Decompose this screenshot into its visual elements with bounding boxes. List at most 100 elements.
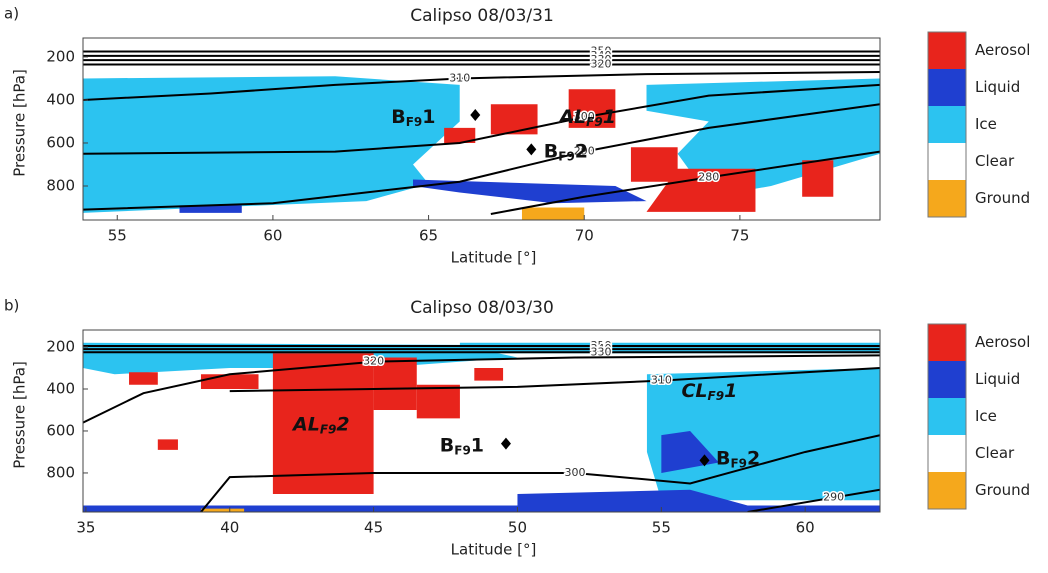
- contour: [83, 354, 880, 424]
- class-region: [630, 147, 678, 182]
- legend-label: Ground: [975, 189, 1030, 207]
- class-region: [200, 508, 245, 512]
- diamond-marker: [500, 437, 511, 450]
- class-region: [83, 505, 880, 512]
- x-tick-label: 65: [419, 227, 438, 245]
- class-region: [83, 76, 460, 213]
- class-region: [646, 367, 880, 501]
- contour-label: 300: [565, 466, 586, 479]
- legend-swatch: [928, 472, 966, 509]
- annotation-sub: F9: [558, 149, 575, 163]
- legend-frame: [927, 323, 967, 510]
- class-region: [490, 104, 538, 135]
- contour-label: 320: [591, 57, 612, 70]
- diamond-marker: [470, 109, 481, 122]
- annotation: BF91: [391, 106, 435, 129]
- y-tick-label: 600: [46, 133, 75, 151]
- legend-swatch: [928, 324, 966, 361]
- x-tick-label: 75: [730, 227, 749, 245]
- contour: [83, 83, 880, 155]
- legend-swatch: [928, 435, 966, 472]
- contour: [490, 150, 880, 215]
- x-tick-label: 55: [652, 519, 671, 537]
- class-region: [200, 374, 259, 389]
- annotation: BF91: [440, 434, 484, 457]
- annotation-suffix: 1: [422, 106, 435, 128]
- y-tick-label: 800: [46, 177, 75, 195]
- legend-label: Aerosol: [975, 333, 1030, 351]
- class-region: [802, 160, 834, 197]
- contour: [200, 434, 880, 512]
- class-region: [646, 168, 756, 212]
- class-region: [179, 205, 242, 213]
- contour: [83, 70, 880, 101]
- annotation-main: B: [544, 140, 558, 162]
- legend-swatch: [928, 361, 966, 398]
- annotation-main: B: [716, 447, 730, 469]
- contour: [229, 366, 880, 393]
- panel-label: a): [4, 5, 19, 23]
- annotation-main: AL: [557, 106, 586, 128]
- annotation: CLF91: [681, 380, 737, 403]
- class-region: [416, 384, 460, 419]
- legend-swatch: [928, 143, 966, 180]
- y-tick-label: 200: [46, 47, 75, 65]
- legend-label: Clear: [975, 152, 1015, 170]
- x-tick-label: 35: [76, 519, 95, 537]
- legend-swatch: [928, 180, 966, 217]
- annotation-suffix: 1: [724, 380, 737, 402]
- annotation-main: AL: [291, 413, 320, 435]
- panel: b) Calipso 08/03/30350340330320310300290A…: [4, 297, 1030, 559]
- contour-label: 310: [449, 71, 470, 84]
- panel-label: b): [4, 297, 19, 315]
- y-tick-label: 400: [46, 90, 75, 108]
- x-tick-label: 40: [220, 519, 239, 537]
- contour-label: 300: [574, 110, 595, 123]
- annotation-sub: F9: [586, 115, 603, 129]
- diamond-marker: [526, 143, 537, 156]
- plot-frame: [82, 37, 881, 221]
- legend-label: Liquid: [975, 78, 1020, 96]
- contour-label: 290: [823, 491, 844, 504]
- y-tick-label: 400: [46, 379, 75, 397]
- legend-label: Ice: [975, 407, 997, 425]
- y-axis-label: Pressure [hPa]: [11, 361, 29, 469]
- annotation-main: CL: [681, 380, 707, 402]
- contour-label: 310: [651, 374, 672, 387]
- annotation: ALF92: [291, 413, 350, 436]
- legend-frame: [927, 31, 967, 218]
- annotation-sub: F9: [730, 456, 747, 470]
- annotation-main: B: [440, 434, 454, 456]
- legend-swatch: [928, 69, 966, 106]
- annotation-suffix: 1: [603, 106, 616, 128]
- y-tick-label: 600: [46, 421, 75, 439]
- x-axis-label: Latitude [°]: [451, 249, 537, 267]
- annotation-sub: F9: [320, 422, 337, 436]
- class-region: [373, 357, 417, 410]
- contour-label: 290: [574, 145, 595, 158]
- legend-label: Ground: [975, 481, 1030, 499]
- diamond-marker: [699, 454, 710, 467]
- annotation-sub: F9: [708, 389, 725, 403]
- x-tick-label: 60: [263, 227, 282, 245]
- contour-label: 330: [591, 345, 612, 358]
- legend-swatch: [928, 32, 966, 69]
- class-region: [517, 489, 748, 506]
- y-axis-label: Pressure [hPa]: [11, 69, 29, 177]
- y-tick-label: 800: [46, 463, 75, 481]
- y-tick-label: 200: [46, 338, 75, 356]
- annotation: ALF91: [557, 106, 616, 129]
- x-axis-label: Latitude [°]: [451, 541, 537, 559]
- class-region: [474, 367, 504, 381]
- annotation-sub: F9: [454, 443, 471, 457]
- legend-label: Ice: [975, 115, 997, 133]
- x-tick-label: 50: [508, 519, 527, 537]
- plot-frame: [82, 329, 881, 513]
- legend-swatch: [928, 398, 966, 435]
- class-region: [444, 127, 476, 143]
- class-region: [521, 207, 585, 220]
